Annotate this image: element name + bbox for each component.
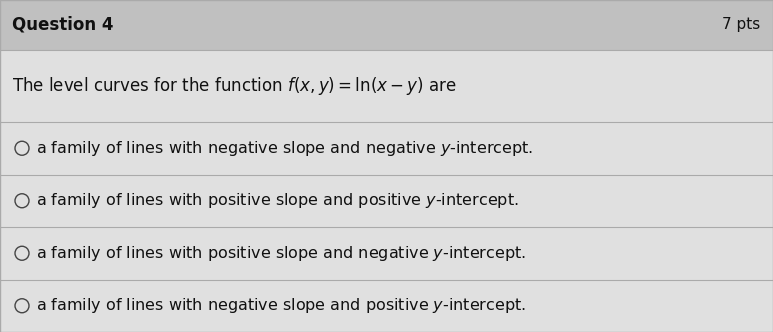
Text: a family of lines with positive slope and negative $y$-intercept.: a family of lines with positive slope an…: [36, 244, 526, 263]
Text: 7 pts: 7 pts: [722, 18, 760, 33]
Text: a family of lines with positive slope and positive $y$-intercept.: a family of lines with positive slope an…: [36, 191, 519, 210]
Text: a family of lines with negative slope and negative $y$-intercept.: a family of lines with negative slope an…: [36, 139, 533, 158]
Text: The level curves for the function $f(x, y) = \ln(x - y)$ are: The level curves for the function $f(x, …: [12, 75, 457, 97]
Bar: [0, 50, 773, 332]
Text: a family of lines with negative slope and positive $y$-intercept.: a family of lines with negative slope an…: [36, 296, 526, 315]
Text: Question 4: Question 4: [12, 16, 114, 34]
Bar: [0, 0, 773, 50]
